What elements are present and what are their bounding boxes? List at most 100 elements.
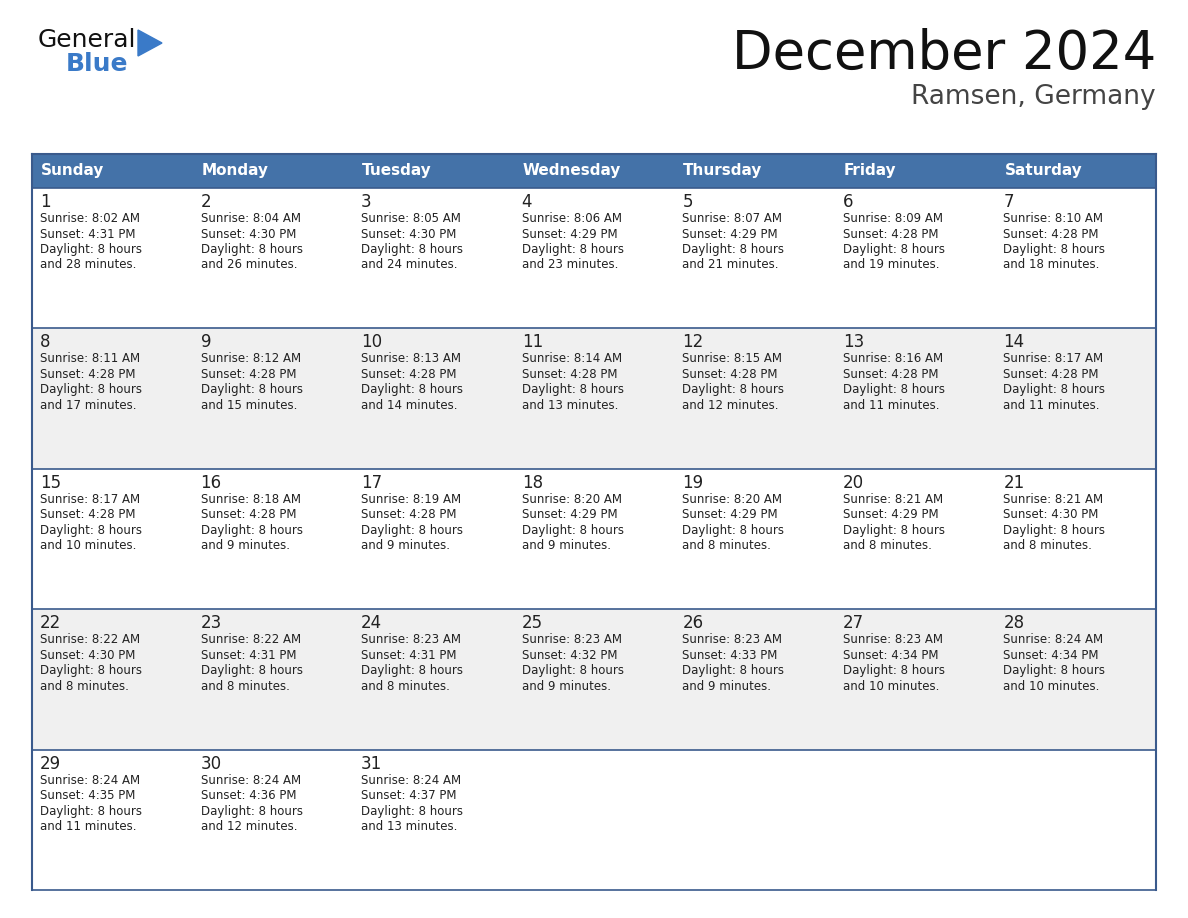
Text: Daylight: 8 hours: Daylight: 8 hours [682, 665, 784, 677]
Text: and 8 minutes.: and 8 minutes. [40, 679, 128, 693]
Text: General: General [38, 28, 137, 52]
Text: Sunrise: 8:24 AM: Sunrise: 8:24 AM [361, 774, 461, 787]
Bar [513, 154, 675, 188]
Text: Thursday: Thursday [683, 163, 763, 178]
Text: Sunrise: 8:23 AM: Sunrise: 8:23 AM [522, 633, 621, 646]
Text: and 21 minutes.: and 21 minutes. [682, 259, 779, 272]
Text: Sunrise: 8:13 AM: Sunrise: 8:13 AM [361, 353, 461, 365]
Text: Daylight: 8 hours: Daylight: 8 hours [1004, 524, 1105, 537]
Text: Ramsen, Germany: Ramsen, Germany [911, 84, 1156, 110]
Text: Saturday: Saturday [1004, 163, 1082, 178]
Text: 25: 25 [522, 614, 543, 633]
Text: Sunset: 4:30 PM: Sunset: 4:30 PM [1004, 509, 1099, 521]
Text: Daylight: 8 hours: Daylight: 8 hours [522, 384, 624, 397]
Text: and 8 minutes.: and 8 minutes. [201, 679, 290, 693]
Text: and 11 minutes.: and 11 minutes. [40, 820, 137, 834]
Text: Sunrise: 8:20 AM: Sunrise: 8:20 AM [522, 493, 621, 506]
Bar [835, 154, 996, 188]
Text: and 12 minutes.: and 12 minutes. [682, 399, 779, 412]
Text: Daylight: 8 hours: Daylight: 8 hours [361, 384, 463, 397]
Text: Daylight: 8 hours: Daylight: 8 hours [40, 384, 143, 397]
Text: Sunrise: 8:22 AM: Sunrise: 8:22 AM [40, 633, 140, 646]
Text: Sunset: 4:34 PM: Sunset: 4:34 PM [1004, 649, 1099, 662]
Text: and 23 minutes.: and 23 minutes. [522, 259, 618, 272]
Text: Sunset: 4:28 PM: Sunset: 4:28 PM [40, 368, 135, 381]
Text: 29: 29 [40, 755, 61, 773]
Text: Daylight: 8 hours: Daylight: 8 hours [842, 384, 944, 397]
Text: Sunset: 4:36 PM: Sunset: 4:36 PM [201, 789, 296, 802]
Text: Sunrise: 8:06 AM: Sunrise: 8:06 AM [522, 212, 621, 225]
Text: and 8 minutes.: and 8 minutes. [682, 539, 771, 553]
Text: Sunset: 4:30 PM: Sunset: 4:30 PM [201, 228, 296, 241]
Text: Daylight: 8 hours: Daylight: 8 hours [522, 243, 624, 256]
Text: Sunrise: 8:24 AM: Sunrise: 8:24 AM [1004, 633, 1104, 646]
Text: Sunset: 4:28 PM: Sunset: 4:28 PM [1004, 228, 1099, 241]
Text: Daylight: 8 hours: Daylight: 8 hours [201, 804, 303, 818]
Text: and 26 minutes.: and 26 minutes. [201, 259, 297, 272]
Text: and 13 minutes.: and 13 minutes. [361, 820, 457, 834]
Bar [32, 188, 1156, 329]
Text: and 10 minutes.: and 10 minutes. [40, 539, 137, 553]
Text: Sunday: Sunday [42, 163, 105, 178]
Text: Sunrise: 8:22 AM: Sunrise: 8:22 AM [201, 633, 301, 646]
Text: and 24 minutes.: and 24 minutes. [361, 259, 457, 272]
Text: Daylight: 8 hours: Daylight: 8 hours [361, 665, 463, 677]
Text: Monday: Monday [202, 163, 268, 178]
Text: Daylight: 8 hours: Daylight: 8 hours [522, 665, 624, 677]
Text: Sunset: 4:29 PM: Sunset: 4:29 PM [682, 509, 778, 521]
Text: Tuesday: Tuesday [362, 163, 432, 178]
Text: Daylight: 8 hours: Daylight: 8 hours [682, 524, 784, 537]
Text: Sunset: 4:29 PM: Sunset: 4:29 PM [842, 509, 939, 521]
Text: Daylight: 8 hours: Daylight: 8 hours [361, 524, 463, 537]
Bar [996, 154, 1156, 188]
Bar [192, 154, 353, 188]
Text: and 8 minutes.: and 8 minutes. [1004, 539, 1092, 553]
Text: Daylight: 8 hours: Daylight: 8 hours [1004, 665, 1105, 677]
Text: Sunrise: 8:11 AM: Sunrise: 8:11 AM [40, 353, 140, 365]
Bar [32, 329, 1156, 469]
Text: Daylight: 8 hours: Daylight: 8 hours [1004, 384, 1105, 397]
Text: Sunrise: 8:15 AM: Sunrise: 8:15 AM [682, 353, 782, 365]
Text: Sunset: 4:28 PM: Sunset: 4:28 PM [361, 509, 456, 521]
Text: Daylight: 8 hours: Daylight: 8 hours [40, 665, 143, 677]
Text: Sunset: 4:28 PM: Sunset: 4:28 PM [842, 368, 939, 381]
Text: 9: 9 [201, 333, 211, 352]
Text: Sunrise: 8:09 AM: Sunrise: 8:09 AM [842, 212, 943, 225]
Text: Sunrise: 8:24 AM: Sunrise: 8:24 AM [40, 774, 140, 787]
Text: and 11 minutes.: and 11 minutes. [842, 399, 940, 412]
Text: Sunrise: 8:21 AM: Sunrise: 8:21 AM [1004, 493, 1104, 506]
Text: 16: 16 [201, 474, 222, 492]
Text: Sunrise: 8:18 AM: Sunrise: 8:18 AM [201, 493, 301, 506]
Text: 18: 18 [522, 474, 543, 492]
Text: and 9 minutes.: and 9 minutes. [682, 679, 771, 693]
Text: Sunrise: 8:14 AM: Sunrise: 8:14 AM [522, 353, 621, 365]
Text: 10: 10 [361, 333, 383, 352]
Text: Sunrise: 8:16 AM: Sunrise: 8:16 AM [842, 353, 943, 365]
Text: Sunset: 4:28 PM: Sunset: 4:28 PM [842, 228, 939, 241]
Text: 7: 7 [1004, 193, 1013, 211]
Text: Sunrise: 8:17 AM: Sunrise: 8:17 AM [1004, 353, 1104, 365]
Text: Daylight: 8 hours: Daylight: 8 hours [40, 243, 143, 256]
Text: Sunrise: 8:21 AM: Sunrise: 8:21 AM [842, 493, 943, 506]
Text: 22: 22 [40, 614, 62, 633]
Text: and 19 minutes.: and 19 minutes. [842, 259, 940, 272]
Text: Sunrise: 8:20 AM: Sunrise: 8:20 AM [682, 493, 782, 506]
Text: 28: 28 [1004, 614, 1024, 633]
Text: Sunrise: 8:07 AM: Sunrise: 8:07 AM [682, 212, 782, 225]
Text: Sunset: 4:29 PM: Sunset: 4:29 PM [522, 228, 618, 241]
Text: 13: 13 [842, 333, 864, 352]
Text: Daylight: 8 hours: Daylight: 8 hours [40, 524, 143, 537]
Text: 3: 3 [361, 193, 372, 211]
Text: Daylight: 8 hours: Daylight: 8 hours [682, 384, 784, 397]
Bar [32, 610, 1156, 750]
Bar [32, 469, 1156, 610]
Text: 27: 27 [842, 614, 864, 633]
Text: Sunrise: 8:05 AM: Sunrise: 8:05 AM [361, 212, 461, 225]
Text: Wednesday: Wednesday [523, 163, 621, 178]
Text: Sunrise: 8:02 AM: Sunrise: 8:02 AM [40, 212, 140, 225]
Text: Sunset: 4:30 PM: Sunset: 4:30 PM [40, 649, 135, 662]
Text: Sunset: 4:33 PM: Sunset: 4:33 PM [682, 649, 778, 662]
Text: 6: 6 [842, 193, 853, 211]
Text: 31: 31 [361, 755, 383, 773]
Text: Sunset: 4:29 PM: Sunset: 4:29 PM [522, 509, 618, 521]
